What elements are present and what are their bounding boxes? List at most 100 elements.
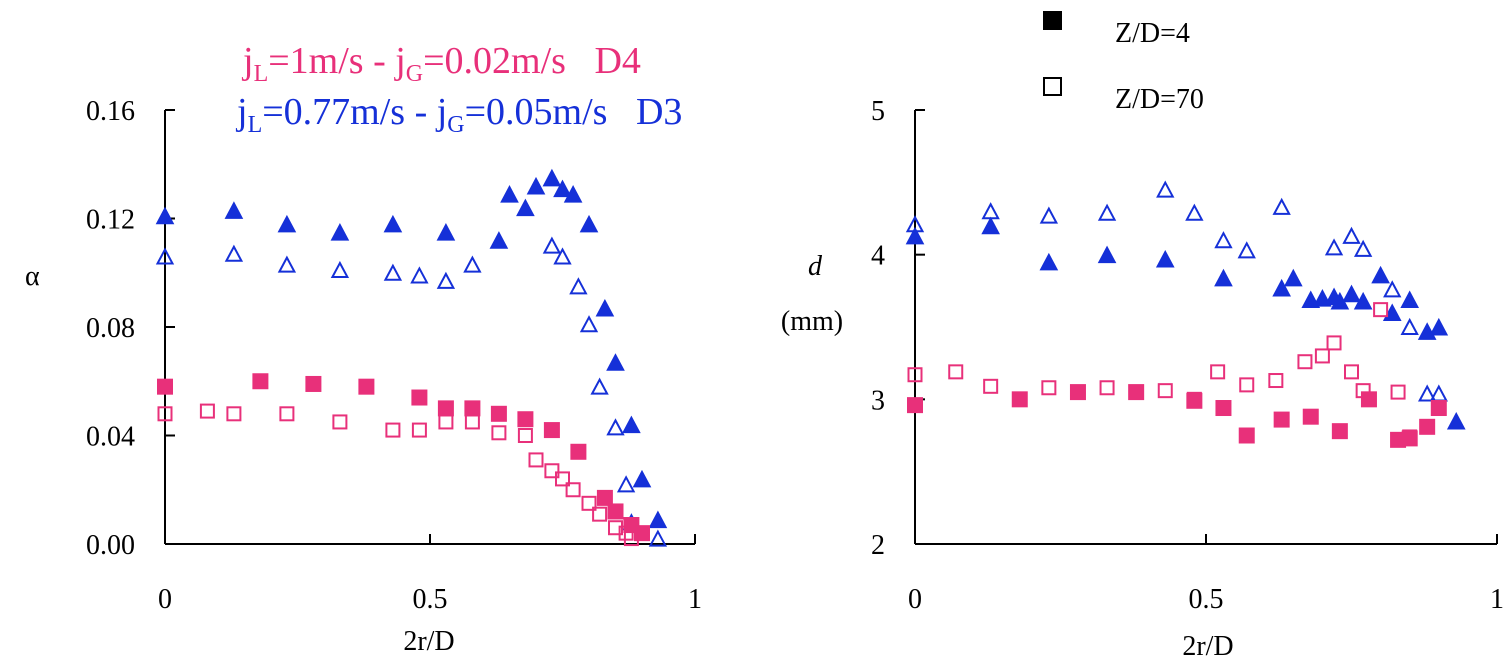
alpha-chart-point-triangle-filled	[634, 471, 651, 487]
legend: Z/D=4 Z/D=70	[1043, 11, 1204, 115]
diameter-chart-point-square-open	[1298, 355, 1311, 368]
diameter-chart-y-tick: 2	[871, 530, 885, 561]
alpha-chart-point-triangle-open	[332, 263, 347, 277]
annotation-pink-sub1: L	[254, 61, 269, 87]
alpha-chart-y-tick: 0.16	[86, 96, 135, 127]
legend-marker-filled	[1043, 11, 1062, 30]
alpha-chart-point-triangle-filled	[623, 417, 640, 433]
alpha-chart-point-triangle-filled	[649, 512, 666, 528]
diameter-chart-point-triangle-filled	[1157, 251, 1174, 267]
diameter-chart-point-square-filled	[1332, 424, 1347, 439]
diameter-chart-point-square-filled	[908, 398, 923, 413]
alpha-chart-point-square-open	[333, 415, 346, 428]
diameter-chart-y-tick: 4	[871, 241, 885, 272]
alpha-chart-point-triangle-filled	[331, 224, 348, 240]
diameter-chart-ylabel: d	[808, 251, 823, 282]
diameter-chart-point-square-filled	[1070, 385, 1085, 400]
diameter-chart-point-triangle-filled	[1215, 270, 1232, 286]
diameter-chart-point-square-open	[1101, 381, 1114, 394]
legend-label-open: Z/D=70	[1115, 84, 1204, 115]
diameter-chart-y-ticks: 2 3 4 5	[871, 96, 885, 561]
diameter-chart-point-triangle-filled	[1285, 270, 1302, 286]
diameter-chart-point-square-open	[1392, 386, 1405, 399]
alpha-chart-point-triangle-open	[555, 249, 570, 263]
diameter-chart-point-square-open	[1042, 381, 1055, 394]
alpha-chart-point-triangle-open	[385, 266, 400, 280]
annotation-blue-base: j	[235, 91, 248, 133]
alpha-chart-xlabel: 2r/D	[403, 626, 454, 657]
diameter-chart-point-square-open	[1374, 303, 1387, 316]
diameter-chart-point-triangle-open	[1356, 242, 1371, 256]
alpha-chart-point-triangle-filled	[278, 216, 295, 232]
diameter-chart-point-triangle-filled	[1430, 319, 1447, 335]
alpha-chart-point-triangle-filled	[543, 170, 560, 186]
alpha-chart-point-square-open	[519, 429, 532, 442]
diameter-chart-point-square-filled	[1420, 419, 1435, 434]
alpha-chart-point-square-filled	[158, 379, 173, 394]
alpha-chart-point-triangle-filled	[528, 178, 545, 194]
diameter-chart-xlabel: 2r/D	[1182, 631, 1233, 662]
alpha-chart-point-triangle-filled	[384, 216, 401, 232]
alpha-chart-point-triangle-filled	[437, 224, 454, 240]
diameter-chart-point-square-filled	[1216, 401, 1231, 416]
diameter-chart-point-square-open	[1159, 384, 1172, 397]
alpha-chart-point-triangle-open	[571, 279, 586, 293]
diameter-chart-point-square-open	[1316, 349, 1329, 362]
diameter-chart-point-triangle-open	[1431, 387, 1446, 401]
diameter-chart-point-triangle-open	[1158, 183, 1173, 197]
alpha-chart-point-triangle-open	[412, 268, 427, 282]
alpha-chart-point-square-filled	[635, 526, 650, 541]
alpha-chart-point-triangle-open	[582, 317, 597, 331]
diameter-chart-point-triangle-open	[1402, 320, 1417, 334]
diameter-chart-point-triangle-filled	[1099, 247, 1116, 263]
diameter-chart-x-ticks: 0 0.5 1	[908, 584, 1504, 615]
diameter-chart-x-tick: 0	[908, 584, 922, 615]
diameter-chart-point-square-filled	[1303, 409, 1318, 424]
alpha-chart-point-triangle-filled	[581, 216, 598, 232]
alpha-chart-point-square-open	[439, 415, 452, 428]
alpha-chart-point-square-filled	[608, 504, 623, 519]
alpha-chart-y-ticks: 0.00 0.04 0.08 0.12 0.16	[86, 96, 135, 561]
alpha-chart-y-tick: 0.12	[86, 205, 135, 236]
alpha-chart-point-square-filled	[306, 376, 321, 391]
alpha-chart-point-square-filled	[253, 374, 268, 389]
alpha-chart-x-tick: 1	[688, 584, 702, 615]
alpha-chart-point-triangle-filled	[596, 300, 613, 316]
annotation-blue: jL=0.77m/s - jG=0.05m/s D3	[235, 91, 682, 138]
diameter-chart-y-tick: 3	[871, 385, 885, 416]
alpha-chart-point-triangle-open	[279, 258, 294, 272]
diameter-chart-point-square-filled	[1239, 428, 1254, 443]
diameter-chart-point-square-open	[1269, 374, 1282, 387]
diameter-chart-point-square-filled	[1431, 401, 1446, 416]
annotation-pink-tail: =0.02m/s D4	[423, 40, 641, 82]
legend-marker-open	[1044, 78, 1061, 95]
alpha-chart-point-square-filled	[438, 401, 453, 416]
alpha-chart-point-square-open	[386, 424, 399, 437]
diameter-chart-point-triangle-open	[1344, 229, 1359, 243]
alpha-chart-point-triangle-filled	[157, 208, 174, 224]
alpha-chart-point-square-open	[227, 407, 240, 420]
annotation-pink-mid: =1m/s - j	[268, 40, 406, 82]
diameter-chart-point-triangle-filled	[1343, 286, 1360, 302]
diameter-chart-x-tick: 0.5	[1189, 584, 1224, 615]
diameter-chart-ylabel-unit: (mm)	[781, 306, 843, 337]
alpha-chart-point-square-filled	[571, 444, 586, 459]
diameter-chart-point-square-filled	[1129, 385, 1144, 400]
alpha-chart-point-square-open	[413, 424, 426, 437]
alpha-chart-point-triangle-open	[226, 247, 241, 261]
alpha-chart-point-square-filled	[518, 412, 533, 427]
annotation-blue-mid: =0.77m/s - j	[262, 91, 447, 133]
legend-label-filled: Z/D=4	[1115, 18, 1190, 49]
alpha-chart-point-triangle-filled	[607, 354, 624, 370]
alpha-chart-point-square-filled	[491, 406, 506, 421]
diameter-chart-point-triangle-open	[1327, 240, 1342, 254]
alpha-chart-point-triangle-filled	[517, 200, 534, 216]
diameter-chart-point-square-open	[949, 365, 962, 378]
annotation-pink: jL=1m/s - jG=0.02m/s D4	[241, 40, 641, 87]
alpha-chart-point-square-filled	[544, 423, 559, 438]
diameter-chart-point-square-open	[1240, 378, 1253, 391]
alpha-chart-point-triangle-open	[438, 274, 453, 288]
diameter-chart-y-tick: 5	[871, 96, 885, 127]
diameter-chart-point-triangle-open	[1239, 243, 1254, 257]
alpha-chart-point-square-filled	[465, 401, 480, 416]
